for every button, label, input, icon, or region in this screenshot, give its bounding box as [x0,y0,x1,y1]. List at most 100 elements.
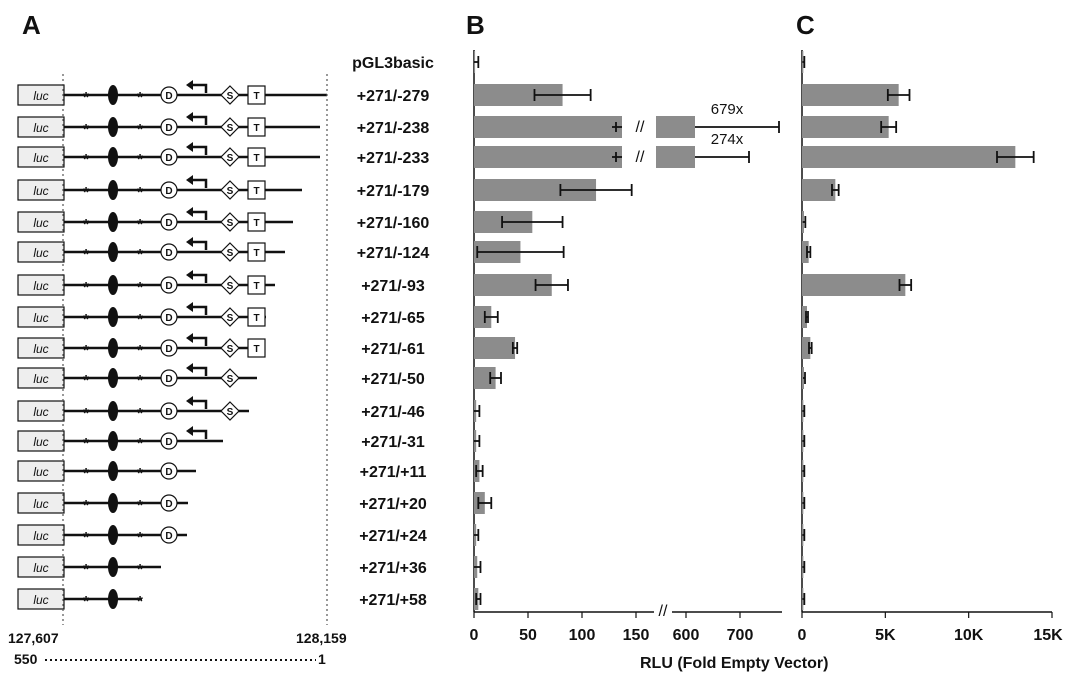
circle-label: D [165,91,172,102]
box-element [247,180,266,200]
luc-label: luc [33,497,48,511]
construct-diagram: luc * * D S T [17,237,285,263]
row-label: +271/-233 [357,150,430,167]
bar [802,116,889,138]
circle-label: D [165,437,172,448]
tss-arrow [190,429,208,439]
star-marker: * [83,246,89,263]
tss-arrow-head [186,333,193,343]
row-label: +271/+11 [360,464,427,481]
oval-element [108,368,118,388]
tss-arrow-head [186,112,193,122]
box-element [247,147,266,167]
diamond-label: S [227,91,234,102]
box-label: T [253,91,259,102]
star-marker: * [83,151,89,168]
circle-label: D [165,153,172,164]
tss-arrow-head [186,302,193,312]
circle-label: D [165,407,172,418]
row-label: +271/-50 [361,371,425,388]
star-marker: * [137,497,143,514]
star-marker: * [137,311,143,328]
row-label: +271/-61 [361,341,425,358]
bar [474,116,622,138]
x-tick-label: 10K [954,627,984,644]
diamond-label: S [227,374,234,385]
bar [802,306,807,328]
diamond-label: S [227,153,234,164]
x-tick-label: 5K [875,627,896,644]
star-marker: * [83,89,89,106]
tss-arrow [190,210,208,220]
bar [474,337,516,359]
box-label: T [253,186,259,197]
construct-diagram: luc * * D S T [17,175,302,201]
circle-element [160,181,178,199]
construct-diagram: luc * * D S T [17,142,320,168]
diamond-element [220,338,240,358]
construct-diagram: luc * * D [17,426,223,452]
construct-diagram: luc * * D S T [17,333,266,359]
tss-arrow [190,366,208,376]
diamond-element [220,307,240,327]
star-marker: * [137,405,143,422]
oval-element [108,85,118,105]
bar [656,146,695,168]
row-labels: pGL3basic +271/-279 +271/-238 +271/-233 +271… [352,55,434,609]
luc-label: luc [33,279,48,293]
luc-label: luc [33,405,48,419]
circle-label: D [165,499,172,510]
construct-diagram: luc * * D S T [17,207,293,233]
bar [474,84,563,106]
circle-label: D [165,467,172,478]
row-label: pGL3basic [352,55,434,72]
x-tick-label: 50 [519,627,537,644]
circle-element [160,526,178,544]
x-tick-label: 600 [673,627,700,644]
construct-diagram: luc * * [17,556,161,578]
luc-label: luc [33,246,48,260]
panel-b-chart: // 0 50 100 150 600 700 // 679x // 274x [470,50,782,644]
construct-diagram: luc * * D S [17,363,257,389]
panel-letter-a: A [22,10,41,40]
bar [474,179,597,201]
circle-element [160,369,178,387]
luc-label: luc [33,151,48,165]
oval-element [108,180,118,200]
star-marker: * [137,529,143,546]
star-marker: * [83,497,89,514]
construct-diagram: luc * * D S T [17,112,320,138]
tss-arrow [190,83,208,93]
x-tick-label: 100 [569,627,596,644]
row-label: +271/-46 [361,404,425,421]
star-marker: * [83,435,89,452]
x-tick-label: 15K [1033,627,1063,644]
bar [802,241,809,263]
bar-break-mark: // [636,119,645,136]
tss-arrow-head [186,175,193,185]
star-marker: * [137,342,143,359]
star-marker: * [83,342,89,359]
tss-arrow [190,305,208,315]
diamond-label: S [227,344,234,355]
x-axis-title: RLU (Fold Empty Vector) [640,655,828,672]
construct-diagram: luc * * D S T [17,302,266,328]
circle-label: D [165,313,172,324]
luc-label: luc [33,435,48,449]
luc-label: luc [33,311,48,325]
star-marker: * [137,89,143,106]
tss-arrow-head [186,237,193,247]
right-coordinate-label: 128,159 [296,630,347,646]
box-label: T [253,248,259,259]
circle-element [160,308,178,326]
row-label: +271/+24 [359,528,427,545]
box-label: T [253,123,259,134]
box-label: T [253,281,259,292]
panel-c-chart: 0 5K 10K 15K [798,50,1063,644]
circle-element [160,148,178,166]
star-marker: * [83,405,89,422]
circle-label: D [165,186,172,197]
star-marker: * [137,184,143,201]
tss-arrow-head [186,80,193,90]
circle-element [160,243,178,261]
